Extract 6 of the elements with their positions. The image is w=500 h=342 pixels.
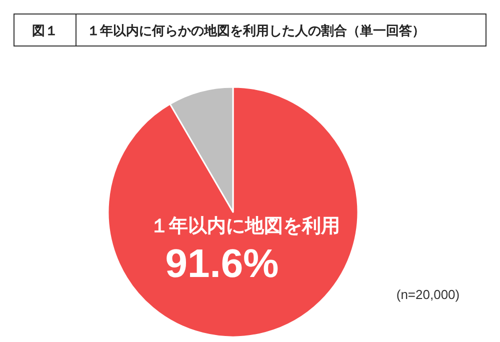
slice-label: １年以内に地図を利用	[150, 215, 340, 237]
text: (n=20,000)	[396, 287, 460, 302]
chart-title: １年以内に何らかの地図を利用した人の割合（単一回答）	[87, 23, 425, 38]
pie-slice	[107, 86, 359, 338]
data-label: 91.6%	[165, 242, 279, 286]
caption: 図１	[32, 23, 58, 38]
